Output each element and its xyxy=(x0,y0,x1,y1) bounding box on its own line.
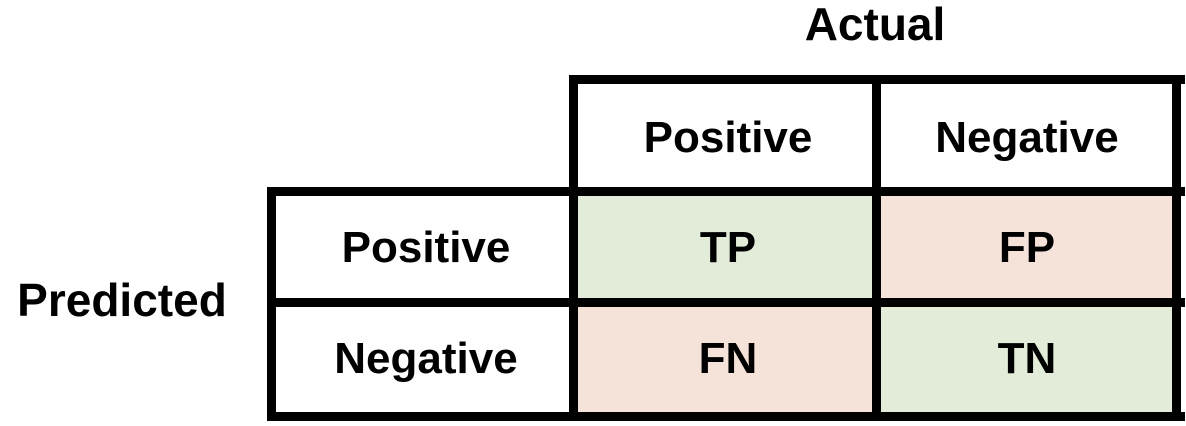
cell-true-positive: TP xyxy=(578,194,878,302)
grid-line-middle xyxy=(872,75,881,421)
column-header-positive: Positive xyxy=(643,113,813,162)
row-header-positive: Positive xyxy=(341,223,511,272)
cell-false-negative: FN xyxy=(578,304,878,414)
row-header-negative: Negative xyxy=(334,334,518,383)
actual-axis-label: Actual xyxy=(804,0,946,50)
grid-line-row-top xyxy=(267,187,1185,196)
grid-line-right xyxy=(1172,75,1181,421)
column-header-negative: Negative xyxy=(935,113,1119,162)
predicted-axis-label: Predicted xyxy=(17,274,227,326)
grid-line-left-rows xyxy=(267,187,276,421)
grid-line-left-header xyxy=(569,75,578,421)
grid-line-row-middle xyxy=(267,298,1185,307)
cell-true-negative: TN xyxy=(878,304,1176,414)
grid-line-bottom xyxy=(267,412,1185,421)
cell-false-positive: FP xyxy=(878,194,1176,302)
